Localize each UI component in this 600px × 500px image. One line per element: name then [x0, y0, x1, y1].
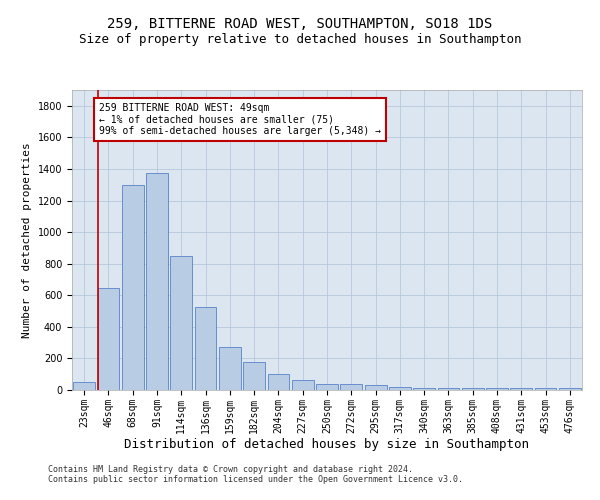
Bar: [194, 307, 217, 390]
Bar: [97, 288, 119, 390]
Bar: [559, 388, 581, 390]
Bar: [535, 388, 556, 390]
Bar: [146, 173, 168, 390]
Bar: [486, 388, 508, 390]
Text: Contains HM Land Registry data © Crown copyright and database right 2024.: Contains HM Land Registry data © Crown c…: [48, 466, 413, 474]
Bar: [389, 387, 411, 390]
Bar: [413, 388, 435, 390]
X-axis label: Distribution of detached houses by size in Southampton: Distribution of detached houses by size …: [125, 438, 530, 452]
Y-axis label: Number of detached properties: Number of detached properties: [22, 142, 32, 338]
Text: 259, BITTERNE ROAD WEST, SOUTHAMPTON, SO18 1DS: 259, BITTERNE ROAD WEST, SOUTHAMPTON, SO…: [107, 18, 493, 32]
Bar: [243, 362, 265, 390]
Bar: [365, 386, 386, 390]
Bar: [122, 184, 143, 390]
Bar: [292, 380, 314, 390]
Text: Size of property relative to detached houses in Southampton: Size of property relative to detached ho…: [79, 32, 521, 46]
Bar: [437, 388, 460, 390]
Text: Contains public sector information licensed under the Open Government Licence v3: Contains public sector information licen…: [48, 476, 463, 484]
Bar: [340, 384, 362, 390]
Bar: [462, 388, 484, 390]
Bar: [316, 384, 338, 390]
Bar: [170, 256, 192, 390]
Bar: [219, 346, 241, 390]
Bar: [268, 374, 289, 390]
Bar: [511, 388, 532, 390]
Bar: [73, 382, 95, 390]
Text: 259 BITTERNE ROAD WEST: 49sqm
← 1% of detached houses are smaller (75)
99% of se: 259 BITTERNE ROAD WEST: 49sqm ← 1% of de…: [99, 102, 381, 136]
